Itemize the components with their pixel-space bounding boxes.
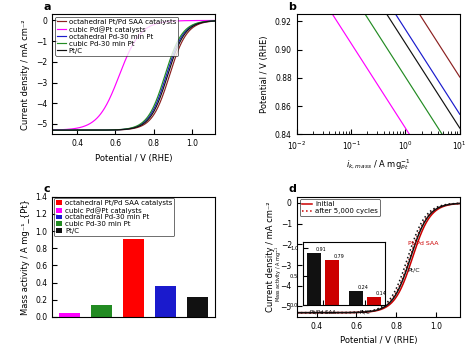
Line: octahedral Pt/Pd SAA catalysts: octahedral Pt/Pd SAA catalysts (48, 21, 215, 130)
initial (416, 238, 421, 242)
initial (319, 310, 325, 315)
Line: after 5,000 cycles: after 5,000 cycles (293, 203, 460, 313)
cubic Pd@Pt catalysts (171, 19, 177, 23)
X-axis label: Potential / V (RHE): Potential / V (RHE) (339, 336, 417, 345)
Text: a: a (44, 2, 52, 12)
octahedral Pt/Pd SAA catalysts (157, 101, 163, 105)
cubic Pd@Pt catalysts (157, 21, 163, 25)
Bar (123, 239, 144, 317)
Pt/C (157, 96, 163, 101)
X-axis label: Potential / V (RHE): Potential / V (RHE) (95, 154, 173, 163)
Legend: initial, after 5,000 cycles: initial, after 5,000 cycles (300, 199, 380, 216)
after 5,000 cycles (290, 310, 296, 315)
cubic Pd@Pt catalysts (75, 126, 81, 130)
Y-axis label: Current density / mA cm⁻²: Current density / mA cm⁻² (266, 201, 275, 312)
octahedral Pt/Pd SAA catalysts (144, 121, 149, 125)
Line: initial: initial (293, 204, 460, 313)
octahedral Pd-30 min Pt (88, 128, 94, 132)
after 5,000 cycles (388, 298, 394, 302)
Text: Pt/Pd SAA: Pt/Pd SAA (408, 241, 438, 246)
Pt/C (212, 19, 218, 23)
after 5,000 cycles (416, 231, 421, 235)
Y-axis label: Potential / V (RHE): Potential / V (RHE) (260, 36, 269, 113)
octahedral Pd-30 min Pt (212, 19, 218, 23)
initial (401, 279, 407, 283)
cubic Pd@Pt catalysts (121, 62, 127, 66)
Pt/C (144, 119, 149, 123)
Pt/C (171, 54, 177, 58)
Pt/C (88, 128, 94, 132)
Pt/C (46, 128, 51, 132)
Line: cubic Pd-30 min Pt: cubic Pd-30 min Pt (48, 21, 215, 130)
Text: b: b (289, 2, 296, 12)
octahedral Pt/Pd SAA catalysts (171, 59, 177, 64)
Line: cubic Pd@Pt catalysts: cubic Pd@Pt catalysts (48, 20, 215, 130)
Y-axis label: Mass activity / A mg⁻¹_{Pt}: Mass activity / A mg⁻¹_{Pt} (20, 199, 29, 315)
initial (365, 310, 371, 314)
octahedral Pt/Pd SAA catalysts (212, 19, 218, 23)
Text: c: c (44, 184, 51, 194)
initial (457, 201, 463, 206)
Bar (91, 305, 112, 317)
cubic Pd-30 min Pt (144, 116, 149, 120)
initial (333, 310, 338, 315)
octahedral Pt/Pd SAA catalysts (88, 128, 94, 132)
Bar (187, 297, 208, 317)
cubic Pd-30 min Pt (121, 127, 127, 131)
cubic Pd-30 min Pt (88, 128, 94, 132)
cubic Pd@Pt catalysts (212, 18, 218, 22)
cubic Pd@Pt catalysts (46, 128, 51, 132)
Bar (155, 286, 176, 317)
Bar (59, 313, 80, 317)
octahedral Pt/Pd SAA catalysts (75, 128, 81, 132)
octahedral Pd-30 min Pt (75, 128, 81, 132)
after 5,000 cycles (365, 309, 371, 314)
cubic Pd-30 min Pt (157, 89, 163, 93)
octahedral Pd-30 min Pt (157, 93, 163, 97)
cubic Pd-30 min Pt (171, 47, 177, 51)
cubic Pd-30 min Pt (212, 19, 218, 23)
cubic Pd-30 min Pt (46, 128, 51, 132)
octahedral Pd-30 min Pt (144, 117, 149, 122)
octahedral Pt/Pd SAA catalysts (121, 127, 127, 132)
Text: d: d (289, 184, 296, 194)
initial (290, 310, 296, 315)
Pt/C (121, 127, 127, 132)
after 5,000 cycles (401, 272, 407, 276)
Text: Pt/C: Pt/C (408, 267, 420, 272)
after 5,000 cycles (319, 310, 325, 315)
Legend: octahedral Pt/Pd SAA catalysts, cubic Pd@Pt catalysts, octahedral Pd-30 min Pt, : octahedral Pt/Pd SAA catalysts, cubic Pd… (54, 198, 174, 236)
after 5,000 cycles (333, 310, 338, 315)
Y-axis label: Current density / mA cm⁻²: Current density / mA cm⁻² (21, 19, 30, 130)
cubic Pd@Pt catalysts (144, 26, 149, 30)
after 5,000 cycles (457, 201, 463, 205)
octahedral Pd-30 min Pt (121, 127, 127, 131)
Pt/C (75, 128, 81, 132)
octahedral Pt/Pd SAA catalysts (46, 128, 51, 132)
octahedral Pd-30 min Pt (46, 128, 51, 132)
initial (388, 301, 394, 305)
Line: octahedral Pd-30 min Pt: octahedral Pd-30 min Pt (48, 21, 215, 130)
Legend: octahedral Pt/Pd SAA catalysts, cubic Pd@Pt catalysts, octahedral Pd-30 min Pt, : octahedral Pt/Pd SAA catalysts, cubic Pd… (55, 17, 178, 56)
cubic Pd@Pt catalysts (88, 121, 94, 125)
X-axis label: $i_{k,mass}$ / A mg$^{-1}_{Pt}$: $i_{k,mass}$ / A mg$^{-1}_{Pt}$ (346, 157, 410, 172)
cubic Pd-30 min Pt (75, 128, 81, 132)
Line: Pt/C: Pt/C (48, 21, 215, 130)
octahedral Pd-30 min Pt (171, 51, 177, 55)
